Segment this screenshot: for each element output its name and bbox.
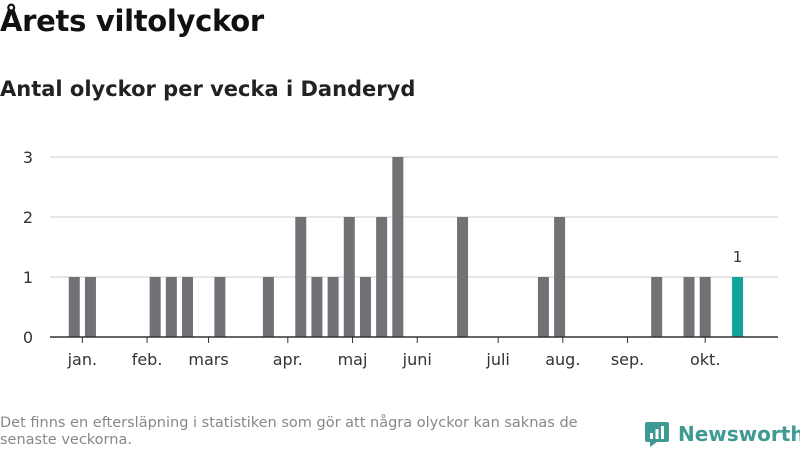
y-tick-label: 1 [23, 268, 33, 287]
bar [376, 217, 388, 337]
x-tick-label: maj [338, 350, 368, 369]
data-labels: 1 [733, 248, 743, 266]
y-tick-label: 0 [23, 328, 33, 347]
y-tick-label: 3 [23, 148, 33, 167]
brand-name: Newsworthy [678, 422, 800, 446]
bar [84, 277, 96, 337]
bar [68, 277, 80, 337]
bar [683, 277, 695, 337]
x-tick-label: aug. [545, 350, 580, 369]
y-axis-labels: 0 1 2 3 [23, 148, 33, 347]
bar [343, 217, 355, 337]
chart-subtitle: Antal olyckor per vecka i Danderyd [0, 77, 416, 101]
bar [554, 217, 566, 337]
y-tick-label: 2 [23, 208, 33, 227]
bar [457, 217, 469, 337]
bar [699, 277, 711, 337]
x-tick-label: sep. [611, 350, 644, 369]
x-tick-label: juni [402, 350, 432, 369]
brand-logo[interactable]: Newsworthy [644, 420, 800, 448]
bar [214, 277, 226, 337]
bar [392, 157, 404, 337]
bar [311, 277, 323, 337]
bar [149, 277, 161, 337]
bar [537, 277, 549, 337]
bar-chart: 0 1 2 3 jan. feb. mars apr. maj juni juli aug. sep.… [23, 148, 778, 369]
bar [651, 277, 663, 337]
x-tick-label: juli [485, 350, 509, 369]
x-axis-labels: jan. feb. mars apr. maj juni juli aug. sep. okt. [67, 350, 721, 369]
newsworthy-logo-icon [645, 422, 669, 447]
x-tick-label: okt. [690, 350, 720, 369]
chart-title: Årets viltolyckor [0, 4, 264, 38]
footnote: Det finns en eftersläpning i statistiken… [0, 415, 578, 448]
x-tick-label: feb. [132, 350, 163, 369]
x-tick-label: mars [188, 350, 228, 369]
x-axis [50, 336, 778, 343]
x-tick-label: apr. [273, 350, 303, 369]
bars [68, 157, 744, 337]
bar [262, 277, 274, 337]
bar [182, 277, 194, 337]
bar [327, 277, 339, 337]
bar [295, 217, 307, 337]
bar-highlighted [732, 277, 744, 337]
bar [165, 277, 177, 337]
x-tick-label: jan. [67, 350, 97, 369]
bar [359, 277, 371, 337]
grid-lines [50, 156, 778, 278]
bar-value-label: 1 [733, 248, 743, 266]
